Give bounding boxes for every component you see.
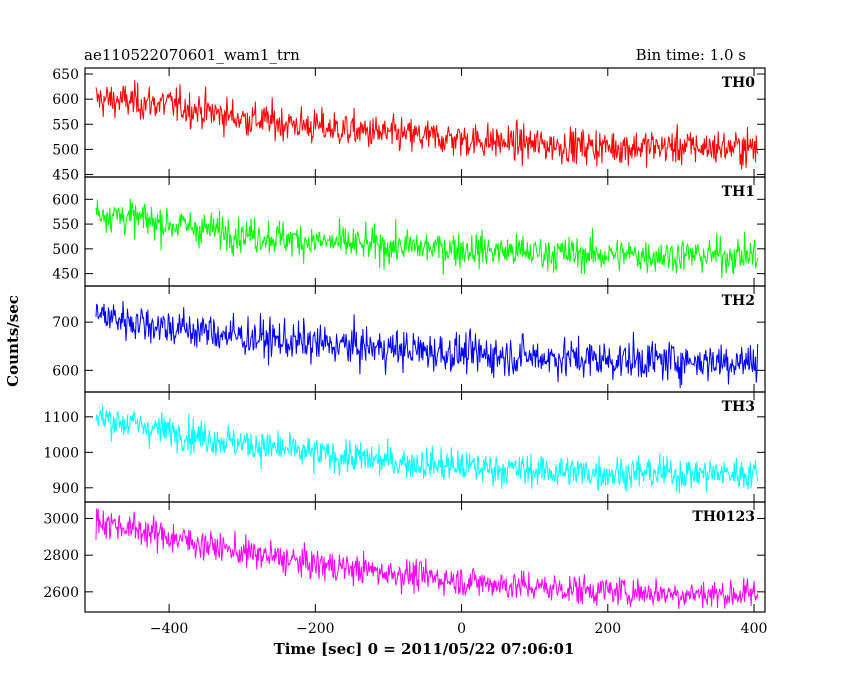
panel-label-th3: TH3 — [722, 399, 755, 415]
series-line-th0 — [95, 80, 759, 170]
y-tick-label: 550 — [52, 217, 79, 233]
panels: 450 500 550 600 650 TH0 450 500 550 600 TH1 600 700 T… — [43, 67, 766, 613]
panel-th0123: 2600 2800 3000 TH0123 — [43, 501, 766, 613]
panel-label-th2: TH2 — [722, 293, 755, 309]
series-line-th0123 — [95, 508, 759, 610]
x-tick-label: 200 — [594, 621, 621, 637]
y-tick-label: 500 — [52, 242, 79, 258]
y-tick-label: 450 — [52, 167, 79, 183]
panel-frame — [84, 501, 766, 613]
y-tick-label: 600 — [52, 192, 79, 208]
y-tick-label: 900 — [52, 481, 79, 497]
series-line-th1 — [95, 198, 759, 279]
series-line-th3 — [95, 405, 759, 494]
y-tick-label: 700 — [52, 315, 79, 331]
x-tick-label: 0 — [457, 621, 466, 637]
panel-frame — [84, 67, 766, 178]
y-tick-label: 450 — [52, 267, 79, 283]
panel-th0: 450 500 550 600 650 TH0 — [52, 67, 766, 183]
y-tick-label: 600 — [52, 363, 79, 379]
y-tick-label: 2800 — [43, 548, 79, 564]
y-axis-title: Counts/sec — [4, 295, 22, 387]
panel-th1: 450 500 550 600 TH1 — [52, 176, 766, 287]
x-tick-label: −400 — [150, 621, 188, 637]
y-tick-label: 600 — [52, 92, 79, 108]
panel-label-th0: TH0 — [722, 75, 756, 91]
x-tick-label: 400 — [741, 621, 768, 637]
series-line-th2 — [95, 300, 759, 388]
x-tick-label: −200 — [296, 621, 334, 637]
panel-th2: 600 700 TH2 — [52, 285, 766, 393]
x-axis: −400 −200 0 200 400 — [150, 621, 768, 637]
y-tick-label: 3000 — [43, 512, 79, 528]
bin-time-label: Bin time: 1.0 s — [636, 46, 746, 64]
y-tick-label: 1100 — [43, 410, 79, 426]
panel-label-th1: TH1 — [722, 184, 755, 200]
y-tick-label: 1000 — [43, 445, 79, 461]
panel-th3: 900 1000 1100 TH3 — [43, 391, 766, 503]
y-tick-label: 500 — [52, 142, 79, 158]
y-tick-label: 550 — [52, 117, 79, 133]
panel-frame — [84, 391, 766, 503]
y-tick-label: 650 — [52, 67, 79, 83]
chart-title: ae110522070601_wam1_trn — [84, 46, 300, 64]
panel-label-th0123: TH0123 — [692, 509, 755, 525]
x-axis-title: Time [sec] 0 = 2011/05/22 07:06:01 — [274, 640, 575, 658]
panel-frame — [84, 176, 766, 287]
y-tick-label: 2600 — [43, 585, 79, 601]
